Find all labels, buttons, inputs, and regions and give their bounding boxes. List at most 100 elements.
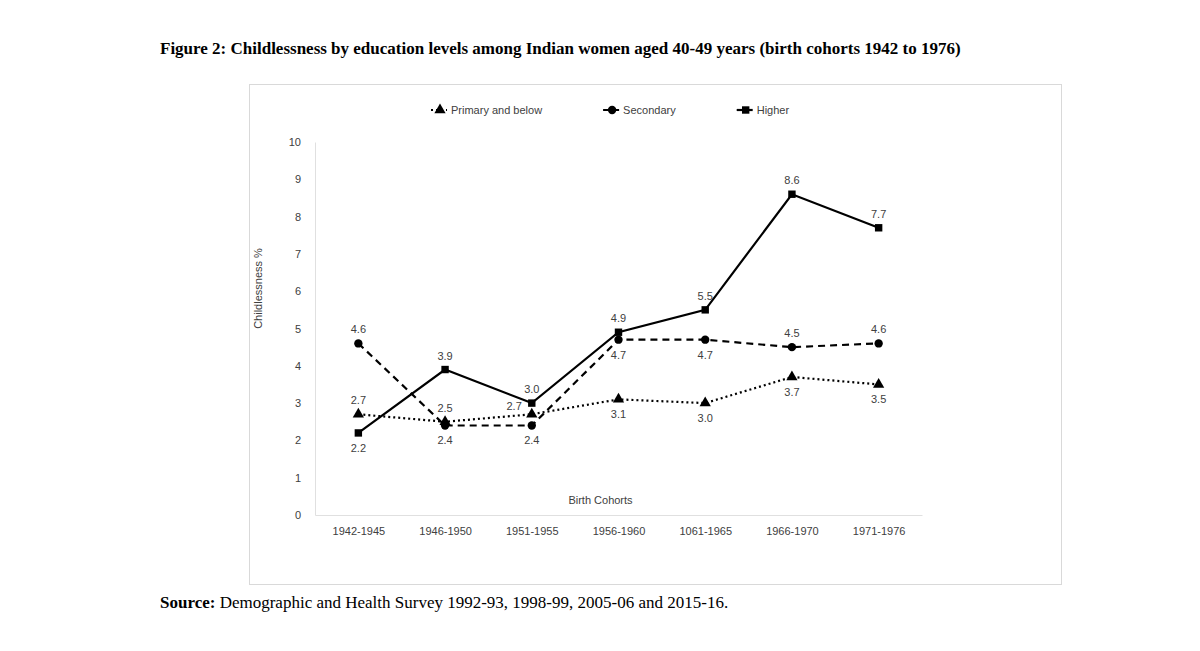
y-axis: 0 1 2 3 4 5 6 7 8 9 10: [289, 136, 316, 521]
series-marker: [874, 339, 882, 347]
x-tick-label: 1061-1965: [679, 525, 732, 537]
data-label: 3.0: [524, 383, 539, 395]
y-tick-label: 7: [295, 248, 301, 260]
series-marker: [613, 393, 624, 403]
legend-marker: [608, 106, 616, 114]
series-marker: [353, 408, 364, 418]
y-tick: 6: [295, 285, 315, 297]
source-note: Source: Demographic and Health Survey 19…: [160, 593, 728, 613]
x-tick: 1951-1955: [506, 525, 559, 537]
x-tick: 1956-1960: [593, 525, 646, 537]
y-tick-label: 1: [295, 472, 301, 484]
legend-marker: [434, 103, 445, 113]
data-label: 4.7: [698, 349, 713, 361]
series-marker: [528, 421, 536, 429]
data-label: 2.7: [506, 400, 521, 412]
y-tick-label: 0: [295, 509, 301, 521]
x-tick: 1971-1976: [853, 525, 906, 537]
data-label: 8.6: [784, 174, 799, 186]
y-tick: 2: [295, 434, 315, 446]
data-label: 3.1: [611, 408, 626, 420]
y-tick: 0: [295, 509, 315, 521]
plot-area: [353, 191, 885, 437]
x-axis-title: Birth Cohorts: [568, 494, 633, 506]
legend-item: Higher: [737, 104, 790, 116]
x-tick-label: 1966-1970: [766, 525, 819, 537]
y-tick-label: 4: [295, 360, 301, 372]
y-tick: 5: [295, 323, 315, 335]
x-tick: 1061-1965: [679, 525, 732, 537]
series-marker: [788, 343, 796, 351]
data-label: 4.9: [611, 312, 626, 324]
chart: 0123456789101942-19451946-19501951-19551…: [0, 0, 1200, 651]
legend-label: Secondary: [623, 104, 676, 116]
x-tick: 1946-1950: [419, 525, 472, 537]
x-tick: 1942-1945: [333, 525, 386, 537]
series-marker: [441, 366, 448, 373]
series-line: [358, 377, 878, 422]
data-label: 2.5: [437, 402, 452, 414]
series-marker: [701, 336, 709, 344]
series-marker: [873, 378, 884, 388]
chart-svg: 0123456789101942-19451946-19501951-19551…: [0, 0, 1200, 651]
x-axis: 1942-1945 1946-1950 1951-1955 1956-1960 1061…: [316, 516, 923, 537]
series-marker: [788, 191, 795, 198]
y-tick: 8: [295, 211, 315, 223]
y-tick-label: 3: [295, 397, 301, 409]
series-marker: [615, 329, 622, 336]
y-tick-label: 10: [289, 136, 301, 148]
legend-marker: [742, 106, 749, 113]
data-label: 4.6: [351, 323, 366, 335]
y-tick: 1: [295, 472, 315, 484]
x-axis-line: [316, 515, 923, 516]
x-tick-label: 1946-1950: [419, 525, 472, 537]
y-tick: 10: [289, 136, 315, 148]
series-marker: [355, 429, 362, 436]
legend-item: Secondary: [603, 104, 676, 116]
series-marker: [614, 336, 622, 344]
series-marker: [700, 397, 711, 407]
data-label: 2.4: [524, 434, 539, 446]
y-axis-title: Childlessness %: [252, 248, 264, 329]
series-marker: [786, 370, 797, 380]
x-tick-label: 1956-1960: [593, 525, 646, 537]
y-tick-label: 5: [295, 323, 301, 335]
y-tick: 4: [295, 360, 315, 372]
data-label: 3.7: [784, 386, 799, 398]
y-axis-line: [315, 143, 316, 516]
y-tick: 9: [295, 173, 315, 185]
x-tick-label: 1951-1955: [506, 525, 559, 537]
legend-label: Primary and below: [451, 104, 542, 116]
legend-item: Primary and below: [431, 103, 542, 116]
series-marker: [875, 224, 882, 231]
series-line: [358, 340, 878, 426]
x-tick: 1966-1970: [766, 525, 819, 537]
x-tick-label: 1971-1976: [853, 525, 906, 537]
data-label: 3.9: [437, 350, 452, 362]
data-label: 2.2: [351, 442, 366, 454]
x-tick-label: 1942-1945: [333, 525, 386, 537]
series-marker: [441, 421, 449, 429]
series-marker: [702, 306, 709, 313]
chart-frame: [250, 85, 1062, 585]
y-tick: 7: [295, 248, 315, 260]
data-label: 4.7: [611, 349, 626, 361]
series-marker: [528, 399, 535, 406]
data-label: 2.4: [437, 434, 452, 446]
chart-title: Figure 2: Childlessness by education lev…: [160, 38, 1040, 60]
data-label: 4.6: [871, 323, 886, 335]
y-tick: 3: [295, 397, 315, 409]
data-label: 3.5: [871, 393, 886, 405]
legend: Primary and below Secondary Higher: [431, 103, 789, 116]
source-label: Source:: [160, 593, 215, 612]
data-label: 2.7: [351, 394, 366, 406]
legend-label: Higher: [757, 104, 790, 116]
y-tick-label: 8: [295, 211, 301, 223]
data-label: 7.7: [871, 208, 886, 220]
data-labels: 4.62.72.23.92.52.43.02.72.44.94.73.15.54…: [351, 174, 887, 454]
series-marker: [526, 408, 537, 418]
y-tick-label: 9: [295, 173, 301, 185]
y-tick-label: 6: [295, 285, 301, 297]
series-marker: [354, 339, 362, 347]
source-text: Demographic and Health Survey 1992-93, 1…: [220, 593, 728, 612]
